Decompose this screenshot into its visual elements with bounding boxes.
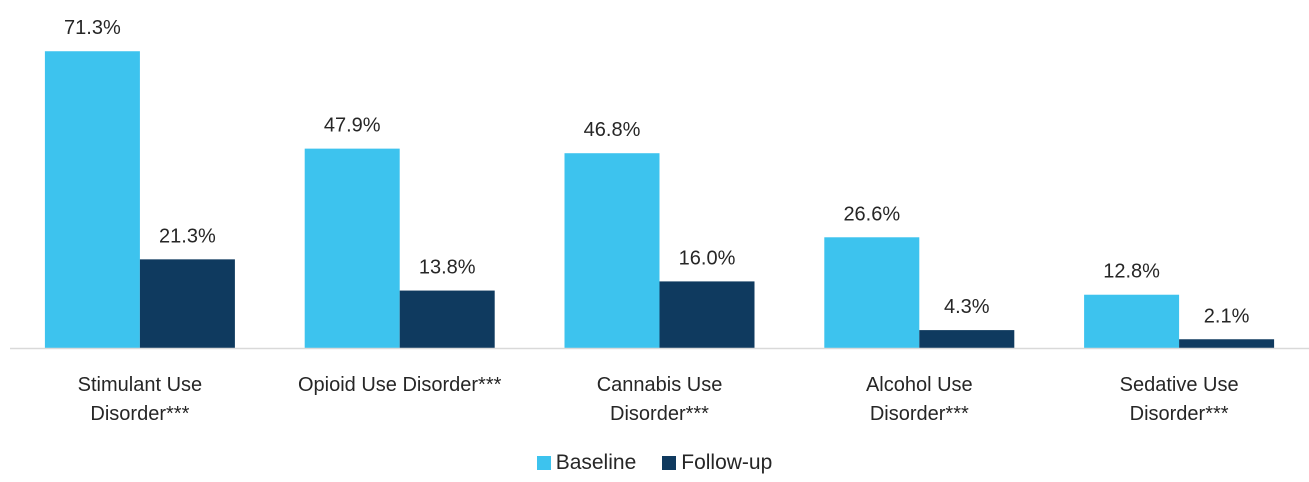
data-label-baseline-3: 26.6% (843, 203, 900, 225)
x-tick-label-4: Sedative Use Disorder*** (1120, 374, 1239, 425)
legend-label-baseline: Baseline (555, 451, 637, 474)
legend-swatch-follow-up (662, 456, 677, 470)
bar-baseline-3 (824, 237, 920, 348)
bar-baseline-0 (44, 51, 140, 348)
legend-label-follow-up: Follow-up (681, 451, 773, 474)
data-label-follow-up-0: 21.3% (159, 225, 216, 247)
data-label-follow-up-2: 16.0% (679, 247, 736, 269)
data-label-baseline-1: 47.9% (324, 115, 381, 137)
legend-item-follow-up: Follow-up (662, 451, 772, 475)
bar-follow-up-2 (659, 281, 755, 348)
data-label-baseline-4: 12.8% (1103, 261, 1160, 283)
data-label-baseline-2: 46.8% (584, 119, 641, 141)
x-tick-label-0: Stimulant Use Disorder*** (78, 374, 203, 425)
x-tick-label-2: Cannabis Use Disorder*** (597, 374, 723, 425)
bar-follow-up-0 (139, 259, 235, 348)
data-label-follow-up-4: 2.1% (1204, 305, 1250, 327)
bar-baseline-2 (564, 153, 660, 348)
x-tick-label-1: Opioid Use Disorder*** (298, 374, 502, 396)
x-tick-label-3: Alcohol Use Disorder*** (866, 374, 973, 425)
data-label-follow-up-1: 13.8% (419, 257, 476, 279)
bar-baseline-4 (1084, 294, 1180, 348)
legend: Baseline Follow-up (0, 451, 1309, 475)
bar-follow-up-3 (919, 330, 1015, 348)
legend-item-baseline: Baseline (536, 451, 637, 475)
bar-baseline-1 (304, 148, 400, 348)
data-label-follow-up-3: 4.3% (944, 296, 990, 318)
bar-follow-up-1 (399, 290, 495, 348)
bar-follow-up-4 (1179, 339, 1275, 348)
legend-swatch-baseline (536, 456, 551, 470)
data-label-baseline-0: 71.3% (64, 17, 121, 39)
